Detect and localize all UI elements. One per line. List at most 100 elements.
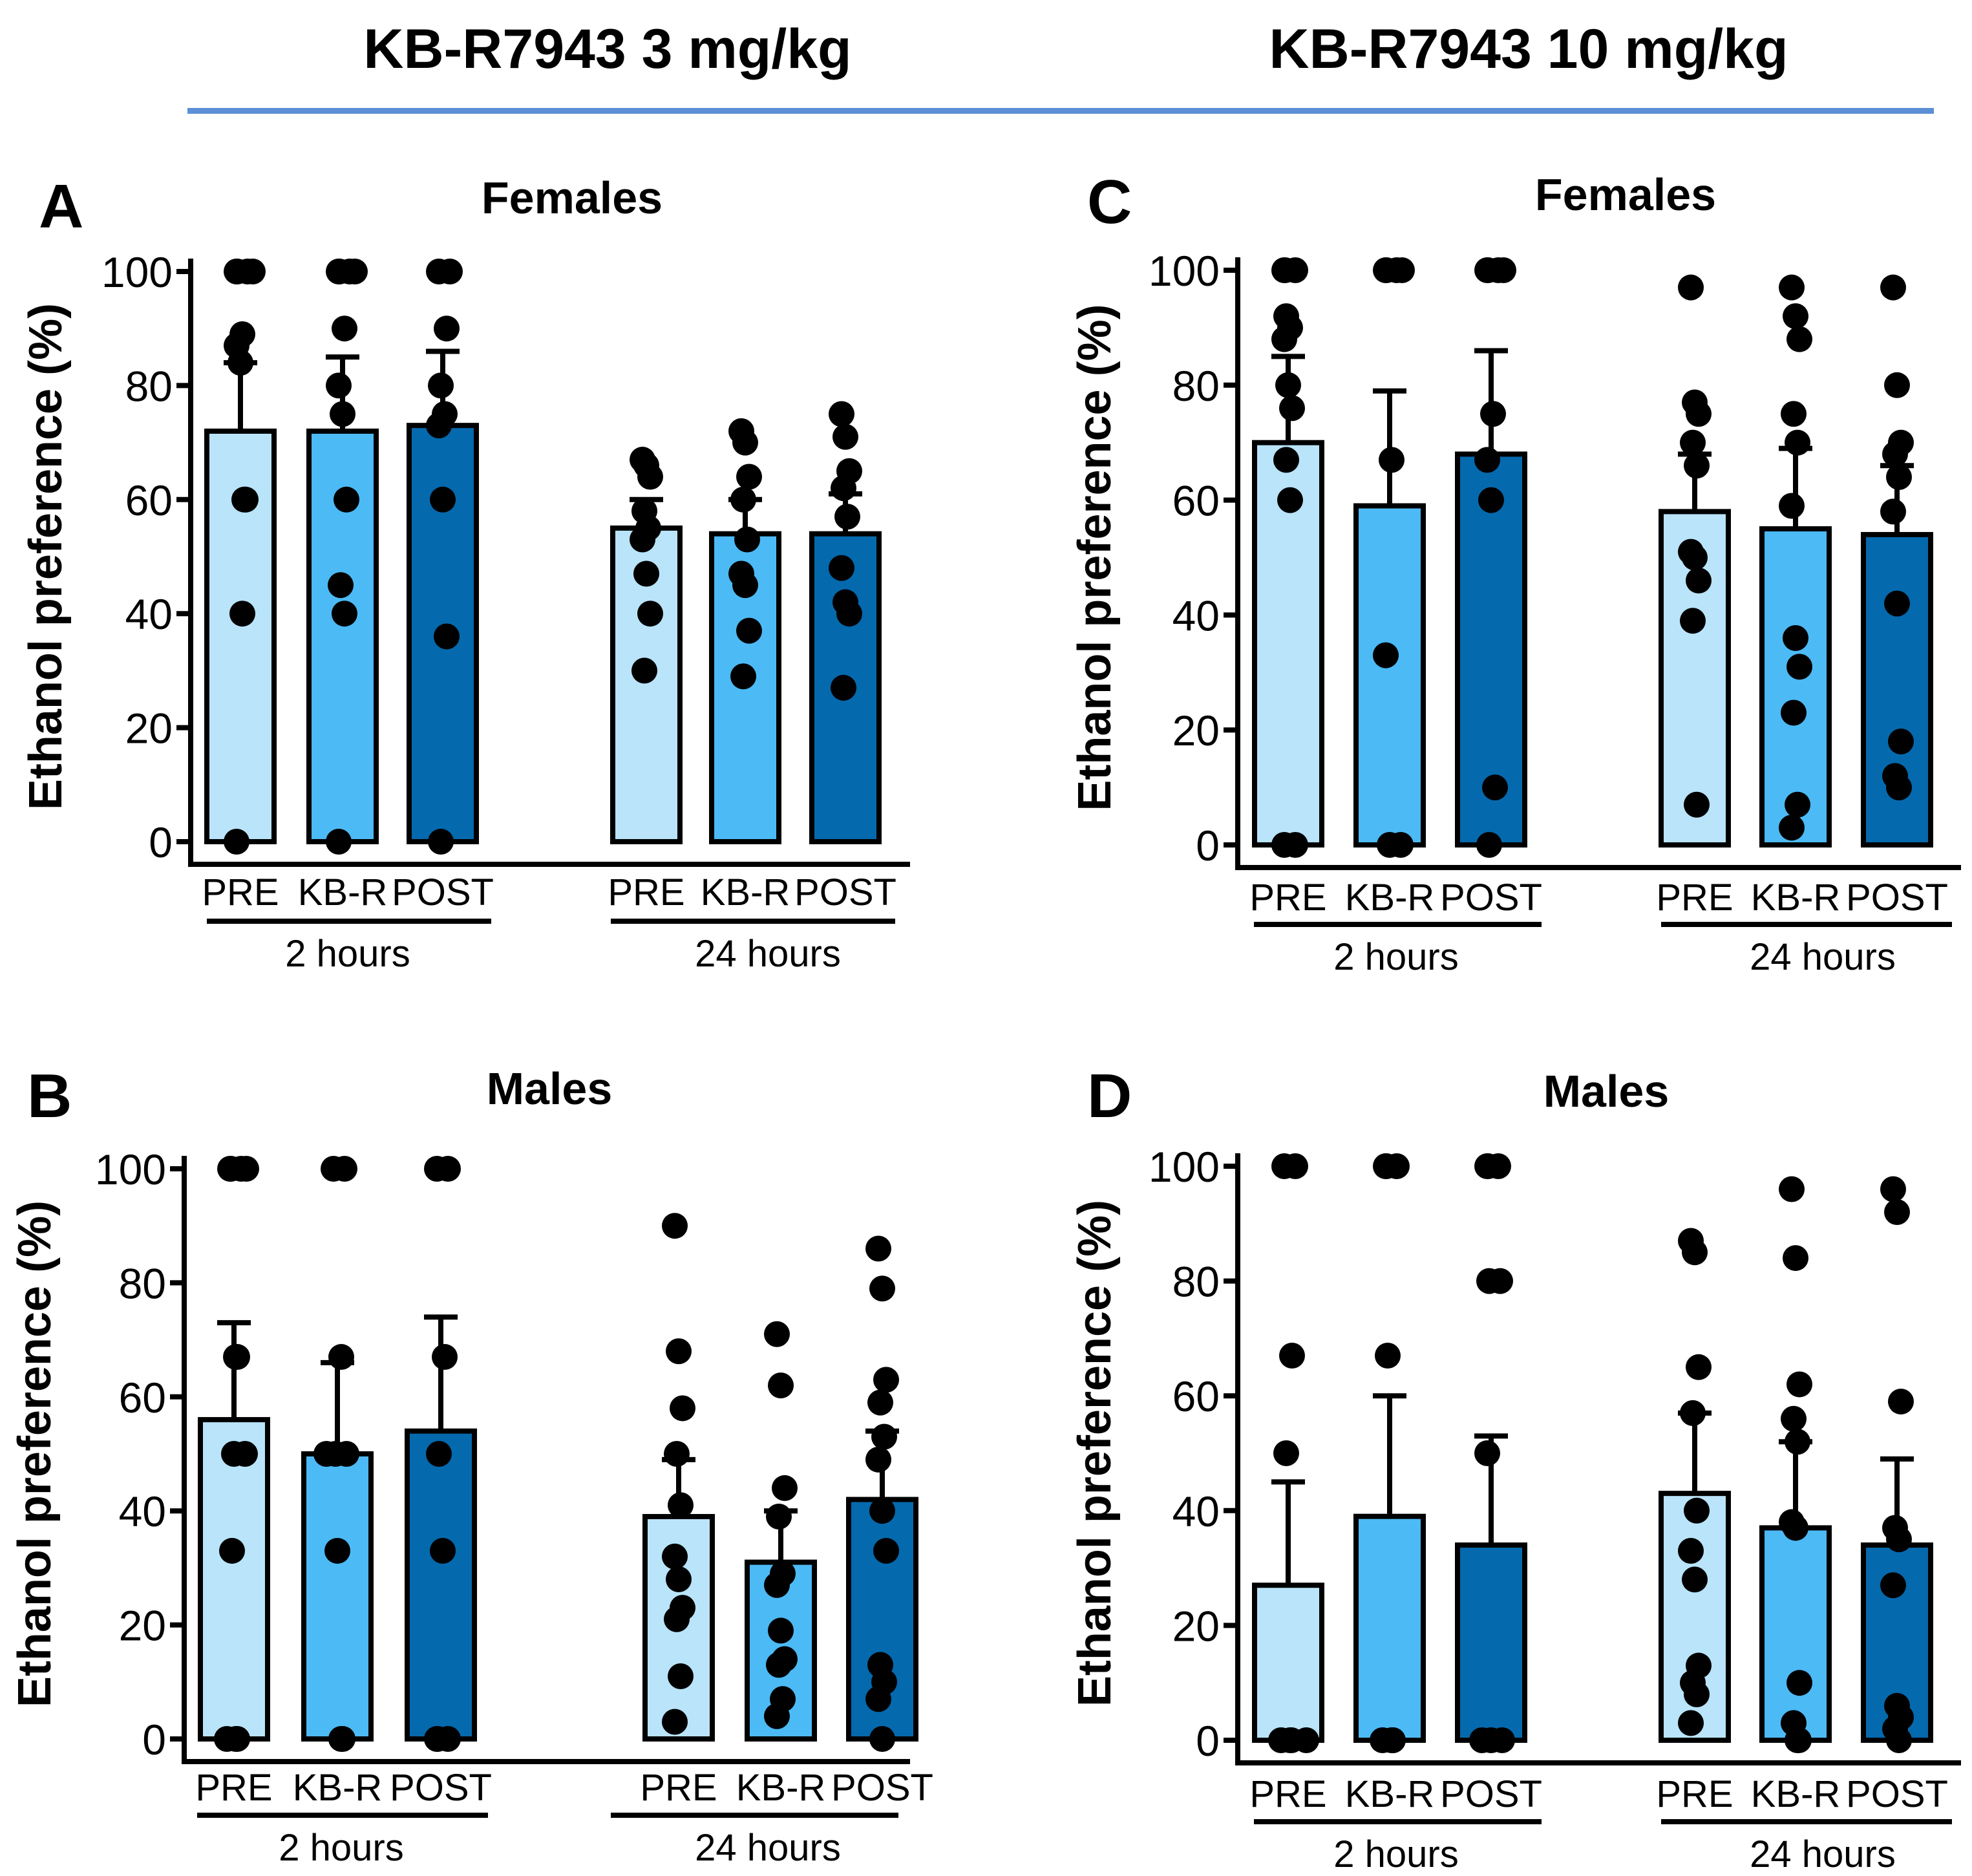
data-point-c-1-pre [1680,429,1706,456]
data-point-a-0-post [434,315,460,342]
data-point-a-1-pre [631,657,657,684]
data-point-a-0-pre [224,829,249,855]
data-point-b-1-pre [664,1606,690,1632]
y-tick-label-d-100: 100 [1149,1143,1220,1191]
data-point-a-1-kbr [730,663,756,690]
data-point-c-1-kbr [1779,493,1805,519]
data-point-d-1-post [1884,1199,1910,1226]
data-point-a-1-post [831,475,856,502]
data-point-c-1-pre [1680,608,1706,634]
group-label-c-0: 2 hours [1333,936,1458,978]
y-axis-label-b: Ethanol preference (%) [9,1200,61,1707]
category-label-c-kbr: KB-R [1751,877,1841,919]
category-label-a-kbr: KB-R [298,871,388,913]
data-point-c-1-post [1886,774,1912,801]
data-point-c-1-post [1884,372,1910,398]
data-point-b-0-kbr [330,1726,355,1752]
category-label-d-pre: PRE [1656,1773,1733,1815]
data-point-b-0-pre [224,1344,250,1370]
data-point-c-1-kbr [1783,624,1808,651]
data-point-a-1-post [832,423,858,450]
data-point-d-0-pre [1273,1440,1299,1466]
data-point-b-1-post [871,1423,897,1450]
data-point-d-1-kbr [1785,1429,1810,1455]
data-point-c-1-kbr [1781,699,1807,726]
y-axis-label-d: Ethanol preference (%) [1069,1200,1121,1707]
bar-d-0-post [1455,1542,1527,1743]
data-point-b-0-kbr [332,1156,357,1182]
data-point-d-0-post [1474,1440,1500,1466]
data-point-b-0-kbr [313,1441,339,1467]
data-point-c-1-pre [1682,544,1708,571]
data-point-c-1-kbr [1781,401,1807,427]
data-point-c-0-pre [1271,326,1297,352]
data-point-d-1-pre [1682,1566,1708,1593]
data-point-b-1-post [869,1275,895,1302]
data-point-b-1-kbr [772,1475,798,1501]
y-tick-label-d-20: 20 [1172,1602,1220,1650]
y-tick-label-a-80: 80 [125,362,173,410]
data-point-b-1-pre [664,1441,690,1467]
data-point-c-1-kbr [1786,326,1812,352]
data-point-d-1-pre [1680,1400,1706,1426]
header-left: KB-R7943 3 mg/kg [363,18,851,80]
data-point-d-1-kbr [1779,1176,1805,1202]
data-point-d-1-kbr [1786,1371,1812,1398]
data-point-c-1-post [1886,464,1912,491]
y-tick-label-c-80: 80 [1172,362,1220,410]
panel-A: A Females Ethanol preference (%) 0 20 40 60 80 1… [20,172,910,975]
y-tick-label-a-0: 0 [149,818,173,866]
y-tick-label-c-0: 0 [1196,822,1220,869]
panel-title-c: Females [1535,169,1716,220]
category-label-c-kbr: KB-R [1345,877,1435,919]
data-point-a-1-kbr [736,464,762,490]
y-tick-label-d-0: 0 [1196,1717,1220,1765]
data-point-d-1-kbr [1786,1670,1812,1696]
y-tick-label-c-20: 20 [1172,707,1220,754]
data-point-c-0-post [1474,447,1500,473]
data-point-c-0-post [1482,774,1508,801]
data-point-b-1-pre [662,1709,688,1735]
data-point-a-0-kbr [332,315,357,342]
data-point-b-1-pre [668,1663,694,1689]
data-point-b-0-post [435,1156,461,1182]
data-point-a-1-pre [630,526,655,553]
data-point-c-1-kbr [1786,654,1812,680]
bar-d-0-kbr [1353,1513,1426,1743]
bar-b-0-pre [198,1417,270,1742]
data-point-a-1-kbr [730,486,756,513]
category-label-b-kbr: KB-R [293,1767,383,1809]
data-point-d-1-kbr [1781,1405,1807,1432]
data-point-c-1-kbr [1783,303,1808,330]
y-tick-label-a-40: 40 [125,590,173,638]
data-point-d-1-kbr [1783,1245,1808,1272]
y-tick-label-b-20: 20 [119,1602,166,1650]
y-tick-label-a-60: 60 [125,476,173,524]
y-tick-label-c-60: 60 [1172,477,1220,525]
category-label-b-pre: PRE [640,1767,717,1809]
data-point-c-1-pre [1686,568,1712,594]
data-point-a-1-post [836,601,862,627]
data-point-c-1-kbr [1785,429,1810,456]
data-point-b-1-post [869,1498,895,1524]
bar-d-1-kbr [1759,1525,1832,1743]
panel-letter-a: A [39,172,83,241]
data-point-d-1-pre [1684,1497,1710,1524]
y-tick-label-b-80: 80 [119,1259,166,1307]
data-point-d-0-post [1487,1268,1513,1294]
data-point-c-1-pre [1684,791,1710,818]
panel-C: C Females Ethanol preference (%) 0 20 40 60 80 1… [1069,167,1961,978]
category-label-d-post: POST [1440,1773,1542,1815]
data-point-b-0-pre [219,1537,245,1564]
data-point-a-1-post [834,504,860,530]
data-point-a-0-pre [229,601,255,627]
category-label-b-post: POST [831,1767,933,1809]
data-point-d-0-post [1469,1727,1495,1753]
data-point-a-1-post [831,674,856,701]
panel-letter-c: C [1087,167,1132,237]
data-point-a-1-pre [637,464,663,490]
data-point-c-1-post [1888,728,1914,754]
data-point-a-0-post [434,623,460,650]
data-point-b-1-post [873,1367,899,1393]
category-label-d-kbr: KB-R [1345,1773,1435,1815]
